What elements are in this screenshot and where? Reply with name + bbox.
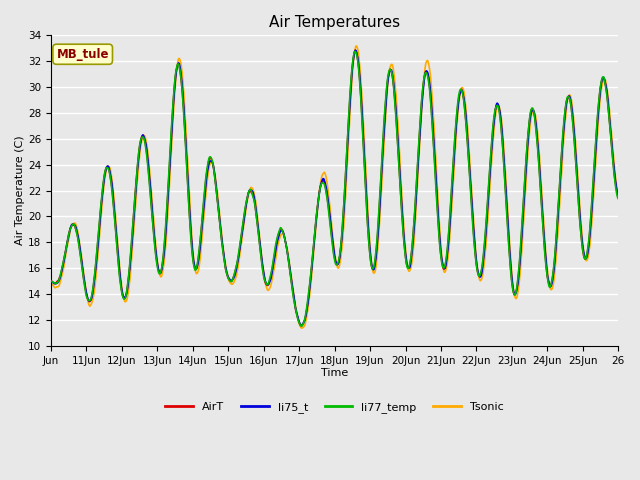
Text: MB_tule: MB_tule: [56, 48, 109, 61]
Title: Air Temperatures: Air Temperatures: [269, 15, 400, 30]
Legend: AirT, li75_t, li77_temp, Tsonic: AirT, li75_t, li77_temp, Tsonic: [161, 398, 508, 418]
X-axis label: Time: Time: [321, 368, 348, 378]
Y-axis label: Air Temperature (C): Air Temperature (C): [15, 136, 25, 245]
